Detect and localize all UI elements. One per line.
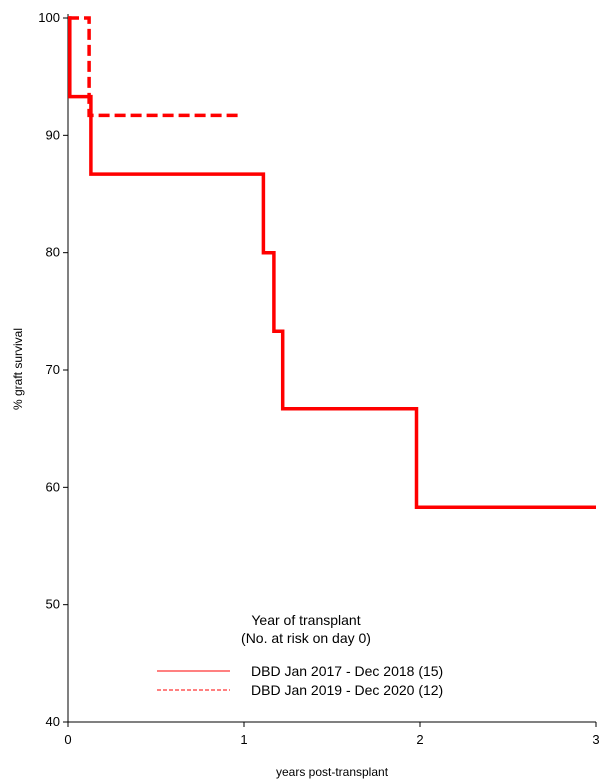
y-tick-label: 80	[46, 245, 60, 260]
series-line-1	[68, 16, 596, 510]
x-axis-title: years post-transplant	[276, 765, 389, 779]
axes: 40 50 60 70 80 90 100 0 1 2 3	[38, 10, 599, 747]
y-tick-label: 40	[46, 714, 60, 729]
x-tick-label: 2	[416, 732, 423, 747]
y-tick-label: 60	[46, 479, 60, 494]
legend-subtitle: (No. at risk on day 0)	[241, 630, 371, 646]
x-tick-label: 3	[592, 732, 599, 747]
y-tick-label: 50	[46, 597, 60, 612]
legend-title: Year of transplant	[251, 612, 360, 628]
y-tick-label: 100	[38, 10, 60, 25]
x-tick-label: 1	[240, 732, 247, 747]
x-tick-label: 0	[64, 732, 71, 747]
y-tick-label: 70	[46, 362, 60, 377]
legend-label-series-1: DBD Jan 2017 - Dec 2018 (15)	[251, 663, 443, 679]
y-tick-label: 90	[46, 127, 60, 142]
y-axis-title: % graft survival	[11, 328, 25, 410]
series-line-2	[68, 16, 241, 118]
legend: Year of transplant (No. at risk on day 0…	[157, 612, 443, 698]
legend-label-series-2: DBD Jan 2019 - Dec 2020 (12)	[251, 682, 443, 698]
series-layer	[68, 16, 596, 510]
